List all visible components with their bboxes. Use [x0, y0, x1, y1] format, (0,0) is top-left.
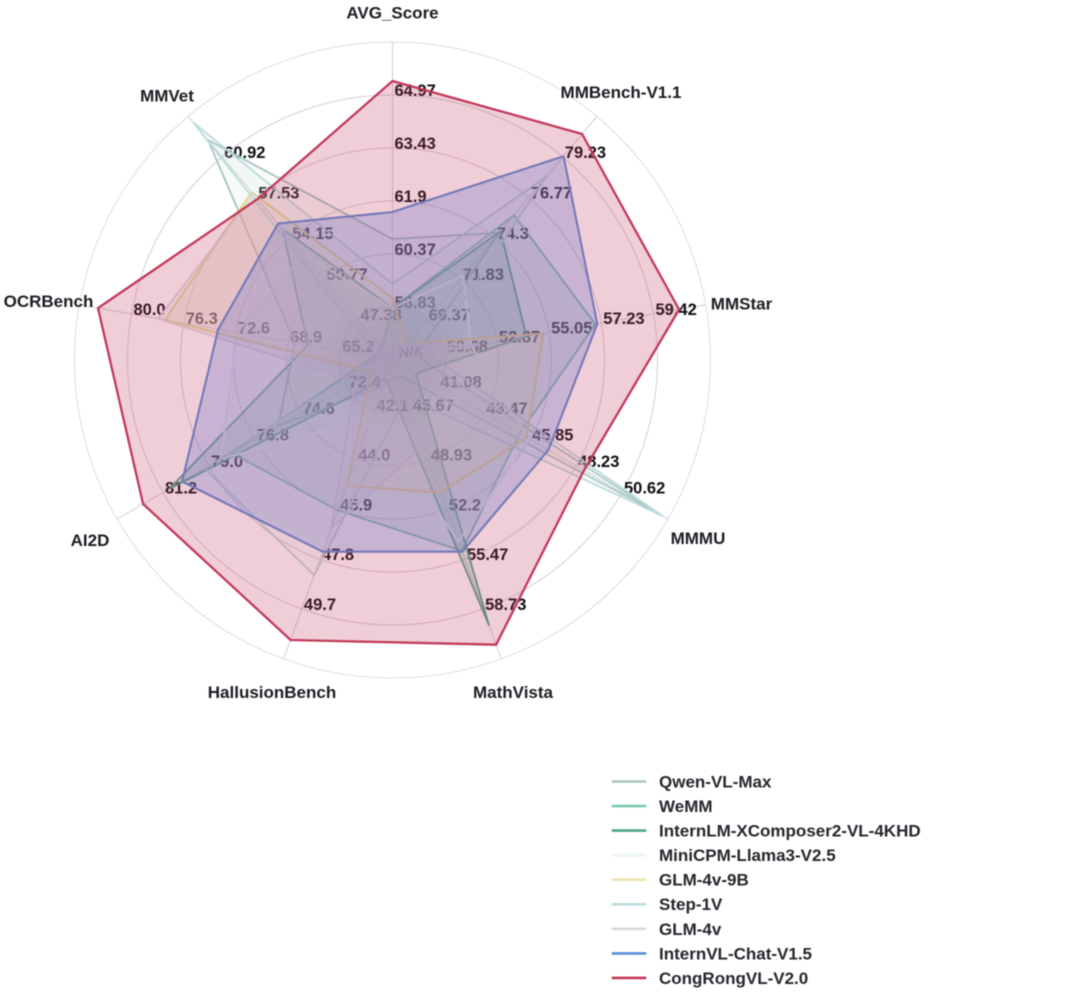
svg-text:76.3: 76.3 — [186, 310, 218, 328]
svg-text:MiniCPM-Llama3-V2.5: MiniCPM-Llama3-V2.5 — [659, 846, 836, 865]
svg-text:50.62: 50.62 — [624, 480, 665, 498]
svg-text:60.37: 60.37 — [395, 241, 436, 259]
svg-text:AI2D: AI2D — [71, 531, 110, 550]
svg-text:InternVL-Chat-V1.5: InternVL-Chat-V1.5 — [659, 944, 812, 963]
svg-text:79.0: 79.0 — [211, 453, 243, 471]
svg-text:52.2: 52.2 — [449, 496, 481, 514]
svg-text:GLM-4v-9B: GLM-4v-9B — [659, 871, 749, 890]
svg-text:55.47: 55.47 — [467, 546, 508, 564]
svg-text:49.7: 49.7 — [304, 596, 336, 614]
svg-text:59.42: 59.42 — [656, 301, 697, 319]
svg-text:AVG_Score: AVG_Score — [346, 4, 438, 23]
svg-text:InternLM-XComposer2-VL-4KHD: InternLM-XComposer2-VL-4KHD — [659, 822, 921, 841]
svg-text:57.23: 57.23 — [603, 310, 644, 328]
svg-text:63.43: 63.43 — [395, 135, 436, 153]
svg-text:MathVista: MathVista — [473, 683, 554, 702]
svg-text:CongRongVL-V2.0: CongRongVL-V2.0 — [659, 969, 808, 988]
svg-text:48.23: 48.23 — [578, 453, 619, 471]
svg-text:72.6: 72.6 — [238, 319, 270, 337]
svg-text:OCRBench: OCRBench — [4, 292, 94, 311]
svg-text:58.73: 58.73 — [485, 596, 526, 614]
svg-text:Step-1V: Step-1V — [659, 895, 723, 914]
svg-text:44.0: 44.0 — [358, 447, 390, 465]
svg-text:MMVet: MMVet — [140, 87, 194, 106]
svg-text:64.97: 64.97 — [395, 82, 436, 100]
svg-text:80.0: 80.0 — [134, 301, 166, 319]
svg-text:MMBench-V1.1: MMBench-V1.1 — [561, 83, 682, 102]
svg-text:MMMU: MMMU — [671, 529, 726, 548]
svg-text:60.92: 60.92 — [224, 144, 265, 162]
svg-text:WeMM: WeMM — [659, 797, 713, 816]
svg-text:MMStar: MMStar — [711, 295, 773, 314]
svg-text:55.05: 55.05 — [551, 319, 592, 337]
svg-text:HallusionBench: HallusionBench — [208, 683, 336, 702]
svg-text:45.85: 45.85 — [532, 427, 573, 445]
svg-text:GLM-4v: GLM-4v — [659, 920, 722, 939]
svg-text:76.77: 76.77 — [531, 185, 572, 203]
svg-text:Qwen-VL-Max: Qwen-VL-Max — [659, 773, 772, 792]
svg-text:61.9: 61.9 — [395, 188, 427, 206]
